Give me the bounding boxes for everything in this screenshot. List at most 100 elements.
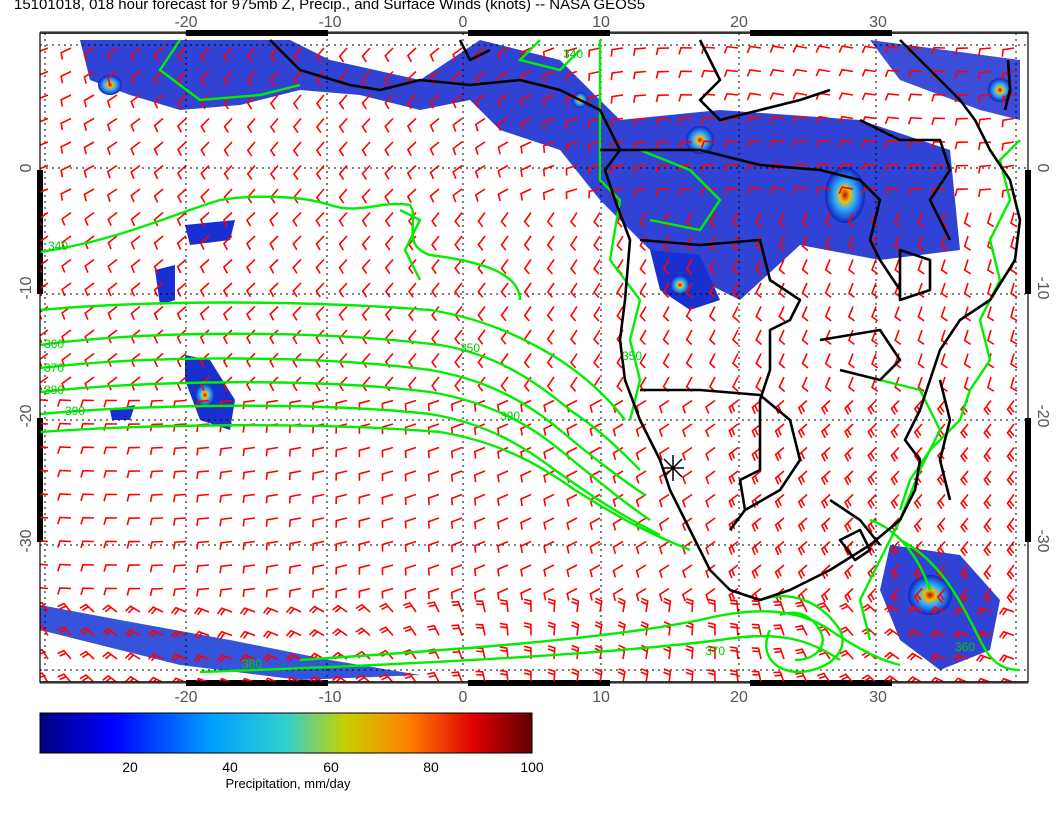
wind-barb [847, 306, 855, 322]
wind-barb [546, 376, 555, 392]
wind-barb [358, 493, 371, 505]
wind-barb [358, 470, 371, 481]
wind-barb [569, 212, 578, 228]
wind-barb [838, 92, 854, 100]
wind-barb [497, 47, 509, 61]
wind-barb [838, 115, 854, 124]
wind-barb [40, 446, 49, 449]
wind-barb [705, 423, 716, 438]
wind-barb [594, 597, 603, 613]
wind-barb [732, 329, 739, 346]
wind-barb [824, 259, 832, 275]
wind-barb [520, 470, 532, 483]
wind-barb [839, 626, 854, 637]
wind-barb [963, 376, 972, 392]
wind-barb [871, 353, 879, 369]
wind-barb [635, 587, 647, 602]
colorbar-tick-label: 80 [423, 759, 439, 775]
wind-barb [361, 258, 371, 275]
wind-barb [884, 628, 900, 637]
wind-barb [269, 376, 279, 392]
wind-barb [292, 282, 302, 298]
wind-barb [871, 329, 879, 346]
wind-barb [431, 258, 440, 275]
wind-barb [265, 587, 279, 598]
wind-barb [844, 493, 854, 509]
wind-barb [723, 163, 739, 171]
wind-barb [381, 517, 394, 529]
wind-barb [708, 235, 716, 252]
wind-barb [940, 235, 948, 251]
wind-barb [196, 587, 210, 597]
wind-barb [292, 235, 302, 251]
wind-barb [566, 423, 578, 437]
wind-barb [663, 668, 672, 682]
wind-barb [685, 598, 694, 613]
wind-barb [655, 164, 670, 173]
wind-barb [728, 446, 739, 461]
wind-barb [384, 188, 394, 204]
wind-barb [40, 587, 49, 590]
wind-barb [681, 446, 693, 461]
wind-barb [732, 235, 739, 252]
wind-barb [566, 493, 578, 507]
contour-labels: 340 350 360 370 380 390 390 380 370 360 … [44, 47, 975, 671]
wind-barb [262, 630, 279, 639]
wind-barb [1006, 517, 1015, 533]
wind-barb [106, 141, 118, 155]
wind-barb [616, 235, 624, 252]
wind-barb [219, 446, 233, 456]
wind-barb [797, 517, 808, 532]
wind-barb [355, 674, 371, 682]
wind-barb [986, 306, 995, 322]
lon-tick-label: 0 [459, 14, 468, 31]
wind-barb [285, 606, 302, 615]
wind-barb [890, 540, 900, 556]
wind-barb [497, 94, 509, 108]
wind-barb [658, 446, 670, 461]
wind-barb [839, 673, 854, 682]
wind-barb [355, 627, 371, 637]
wind-barb [177, 47, 187, 63]
wind-barb [40, 94, 49, 99]
wind-barb [685, 353, 693, 369]
wind-barb [40, 70, 49, 76]
lat-tick-label: -20 [18, 404, 35, 427]
wind-barb [658, 399, 670, 414]
wind-barb [797, 399, 808, 415]
wind-barb [884, 139, 900, 148]
wind-barb [589, 470, 601, 484]
wind-barb [223, 164, 233, 180]
wind-barb [288, 493, 302, 504]
wind-barb [177, 141, 187, 157]
wind-barb [639, 212, 647, 228]
wind-barb [844, 446, 854, 462]
wind-barb [153, 305, 164, 321]
wind-barb [170, 653, 187, 662]
wind-barb [662, 259, 670, 275]
wind-barb [40, 329, 49, 344]
wind-barb [571, 668, 580, 682]
wind-barb [723, 139, 739, 148]
wind-barb [102, 627, 118, 637]
wind-barb [126, 564, 141, 573]
wind-barb [705, 493, 716, 508]
wind-barb [474, 47, 486, 61]
wind-barb [315, 258, 325, 274]
wind-barb [778, 376, 786, 393]
wind-barb [149, 446, 164, 455]
wind-barb [998, 607, 1015, 616]
wind-barb [338, 329, 348, 345]
wind-barb [520, 493, 532, 507]
wind-barb [983, 423, 992, 439]
wind-barb [429, 188, 440, 203]
wind-barb [199, 211, 210, 227]
wind-barb [450, 587, 463, 600]
wind-barb [708, 282, 716, 299]
wind-barb [792, 139, 808, 147]
wind-barb [746, 186, 762, 195]
wind-barb [523, 235, 532, 251]
wind-barb [269, 329, 279, 345]
wind-barb [815, 115, 831, 124]
wind-barb [838, 186, 854, 194]
